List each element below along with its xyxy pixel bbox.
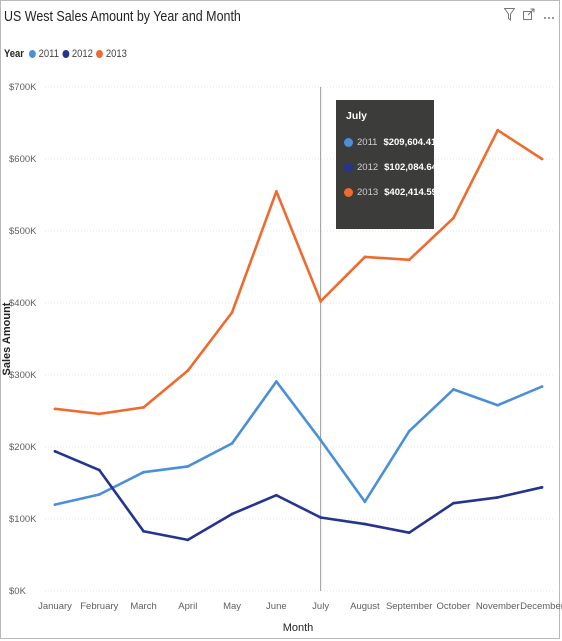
data-point[interactable]: [97, 493, 101, 496]
tooltip-title: July: [346, 110, 368, 122]
data-point[interactable]: [452, 501, 455, 505]
data-point[interactable]: [540, 485, 544, 489]
legend-title: Year: [4, 48, 24, 60]
y-tick-label: $500K: [9, 226, 37, 237]
data-point[interactable]: [230, 512, 234, 516]
tooltip-year: 2013: [357, 187, 379, 198]
focus-mode-icon[interactable]: [522, 8, 536, 24]
x-axis-title: Month: [283, 622, 314, 634]
data-point[interactable]: [274, 380, 278, 383]
data-point[interactable]: [53, 407, 57, 411]
data-point[interactable]: [319, 299, 323, 303]
filter-icon[interactable]: [502, 8, 516, 24]
x-tick-label: May: [223, 601, 241, 612]
y-tick-label: $400K: [9, 298, 37, 309]
x-axis-ticks: January February March April May June July Augu…: [38, 601, 562, 612]
series-line-2013[interactable]: [54, 128, 543, 416]
tooltip-marker: [344, 163, 353, 172]
y-tick-label: $0K: [9, 586, 27, 597]
data-point[interactable]: [274, 190, 278, 193]
x-tick-label: February: [80, 601, 118, 612]
legend-label: 2011: [38, 48, 59, 60]
y-tick-label: $600K: [9, 154, 37, 165]
legend-item-2012[interactable]: 2012: [62, 48, 93, 60]
data-point[interactable]: [53, 503, 57, 506]
tooltip: July 2011 $209,604.412 2012 $102,084.64 …: [336, 100, 442, 229]
legend-item-2011[interactable]: 2011: [29, 48, 59, 60]
x-tick-label: March: [130, 601, 156, 612]
tooltip-year: 2011: [357, 137, 378, 148]
x-tick-label: September: [386, 601, 432, 612]
data-point[interactable]: [53, 449, 57, 453]
tooltip-value: $209,604.412: [383, 137, 442, 148]
visual-title: US West Sales Amount by Year and Month: [4, 9, 241, 25]
series-lines: [53, 128, 544, 542]
data-point[interactable]: [496, 403, 500, 407]
legend-marker: [29, 50, 37, 58]
data-point[interactable]: [319, 438, 323, 442]
data-point[interactable]: [142, 470, 145, 474]
tooltip-marker: [344, 188, 353, 197]
tooltip-year: 2012: [357, 162, 379, 173]
data-point[interactable]: [540, 157, 544, 161]
y-tick-label: $700K: [9, 82, 37, 93]
tooltip-row-2013: 2013 $402,414.59: [344, 187, 437, 198]
data-point[interactable]: [230, 442, 234, 445]
visual-header-icons: [502, 8, 556, 24]
x-tick-label: April: [178, 601, 197, 612]
data-point[interactable]: [97, 412, 101, 416]
more-options-icon[interactable]: [542, 8, 556, 24]
data-point[interactable]: [230, 310, 234, 314]
y-tick-label: $300K: [9, 370, 37, 381]
data-point[interactable]: [186, 538, 190, 542]
x-tick-label: August: [350, 601, 380, 612]
legend-label: 2013: [105, 48, 127, 60]
chart-legend: Year 2011 2012 2013: [4, 48, 130, 60]
data-point[interactable]: [407, 429, 411, 433]
tooltip-row-2012: 2012 $102,084.64: [344, 162, 437, 173]
data-point[interactable]: [97, 468, 101, 472]
y-tick-label: $200K: [9, 442, 37, 453]
data-point[interactable]: [496, 496, 500, 499]
data-point[interactable]: [142, 406, 145, 409]
data-point[interactable]: [142, 529, 145, 533]
series-line-2011[interactable]: [54, 380, 543, 506]
legend-item-2013[interactable]: 2013: [96, 48, 127, 60]
tooltip-row-2011: 2011 $209,604.412: [344, 137, 442, 148]
data-point[interactable]: [319, 516, 323, 519]
tooltip-value: $102,084.64: [384, 162, 437, 173]
data-point[interactable]: [363, 255, 367, 259]
x-tick-label: July: [312, 601, 329, 612]
data-point[interactable]: [496, 128, 500, 132]
data-point[interactable]: [274, 493, 278, 497]
legend-marker: [96, 50, 104, 58]
data-point[interactable]: [186, 465, 190, 468]
legend-label: 2012: [71, 48, 93, 60]
data-point[interactable]: [363, 500, 367, 504]
legend-marker: [62, 50, 70, 58]
data-point[interactable]: [452, 388, 455, 391]
tooltip-value: $402,414.59: [384, 187, 437, 198]
x-tick-label: December: [520, 601, 562, 612]
data-point[interactable]: [540, 385, 544, 388]
x-tick-label: January: [38, 601, 72, 612]
y-axis-ticks: $0K $100K $200K $300K $400K $500K $600K $700K: [9, 82, 37, 597]
data-point[interactable]: [186, 369, 190, 373]
gridlines: [45, 86, 555, 592]
y-tick-label: $100K: [9, 514, 37, 525]
data-point[interactable]: [407, 531, 411, 535]
data-point[interactable]: [363, 522, 367, 526]
tooltip-marker: [344, 138, 353, 147]
x-tick-label: November: [476, 601, 520, 612]
data-point[interactable]: [452, 216, 455, 220]
x-tick-label: June: [266, 601, 287, 612]
y-axis-title: Sales Amount: [1, 302, 13, 375]
x-tick-label: October: [437, 601, 471, 612]
data-point[interactable]: [407, 258, 411, 262]
series-line-2012[interactable]: [54, 450, 543, 542]
